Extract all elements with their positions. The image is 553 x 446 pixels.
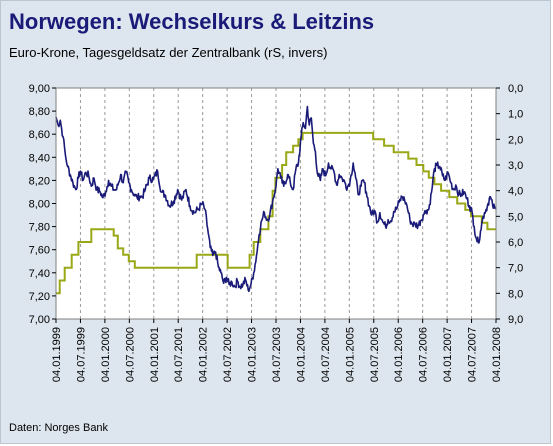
rate-line (56, 131, 496, 295)
x-tick-label: 04.07.2000 (124, 327, 136, 382)
y-right-tick-label: 0,0 (508, 83, 523, 95)
x-tick-label: 04.01.2001 (149, 327, 161, 382)
right-axis: 0,0 1,0 2,0 3,0 4,0 5,0 6,0 7,0 8,0 9,0 (496, 83, 523, 326)
x-tick-label: 04.01.2005 (344, 327, 356, 382)
y-right-tick-label: 7,0 (508, 263, 523, 275)
x-tick-label: 04.01.2006 (393, 327, 405, 382)
y-left-tick-label: 7,80 (29, 222, 50, 234)
fx-line (55, 105, 497, 293)
grid-lines (79, 88, 473, 319)
source-note: Daten: Norges Bank (9, 422, 109, 434)
y-right-tick-label: 3,0 (508, 160, 523, 172)
y-left-tick-label: 7,60 (29, 245, 50, 257)
x-tick-label: 04.07.2001 (173, 327, 185, 382)
x-tick-label: 04.01.2004 (295, 327, 307, 382)
x-tick-label: 04.01.1999 (51, 327, 63, 382)
y-left-tick-label: 8,20 (29, 175, 50, 187)
y-left-tick-label: 7,40 (29, 268, 50, 280)
y-left-tick-label: 7,00 (29, 314, 50, 326)
x-tick-label: 04.07.1999 (75, 327, 87, 382)
x-tick-label: 04.01.2000 (100, 327, 112, 382)
y-left-tick-label: 8,80 (29, 106, 50, 118)
x-tick-label: 04.07.2004 (320, 327, 332, 382)
x-tick-label: 04.07.2005 (369, 327, 381, 382)
y-left-tick-label: 8,60 (29, 129, 50, 141)
x-tick-label: 04.07.2006 (418, 327, 430, 382)
left-axis: 9,00 8,80 8,60 8,40 8,20 8,00 7,80 7,60 7,40 7,20… (29, 83, 56, 326)
y-right-tick-label: 6,0 (508, 237, 523, 249)
y-left-tick-label: 8,00 (29, 199, 50, 211)
x-tick-label: 04.07.2007 (467, 327, 479, 382)
x-tick-label: 04.01.2007 (442, 327, 454, 382)
y-right-tick-label: 8,0 (508, 288, 523, 300)
y-left-tick-label: 8,40 (29, 152, 50, 164)
x-tick-label: 04.07.2003 (271, 327, 283, 382)
y-left-tick-label: 7,20 (29, 291, 50, 303)
x-tick-label: 04.01.2003 (247, 327, 259, 382)
y-right-tick-label: 5,0 (508, 211, 523, 223)
x-tick-label: 04.01.2008 (491, 327, 503, 382)
chart-title: Norwegen: Wechselkurs & Leitzins (9, 9, 375, 34)
chart-subtitle: Euro-Krone, Tagesgeldsatz der Zentralban… (9, 45, 328, 60)
y-right-tick-label: 9,0 (508, 314, 523, 326)
rate-series (56, 131, 496, 295)
x-tick-label: 04.07.2002 (222, 327, 234, 382)
y-right-tick-label: 4,0 (508, 186, 523, 198)
fx-series (55, 105, 497, 293)
x-axis: 04.01.1999 04.07.1999 04.01.2000 04.07.2000… (51, 319, 503, 382)
x-tick-label: 04.01.2002 (198, 327, 210, 382)
y-right-tick-label: 2,0 (508, 134, 523, 146)
y-left-tick-label: 9,00 (29, 83, 50, 95)
y-right-tick-label: 1,0 (508, 109, 523, 121)
